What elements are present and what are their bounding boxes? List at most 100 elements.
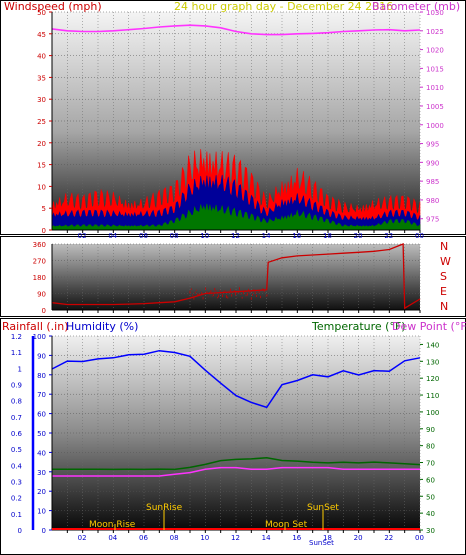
compass-w: W — [440, 255, 451, 268]
sunrise-label: SunRise — [146, 503, 183, 513]
x-tick-label: 00 — [415, 534, 424, 542]
temp-tick-label: 50 — [426, 493, 435, 501]
rain-tick-label: 1 — [18, 365, 22, 373]
wind-tick-label: 15 — [37, 162, 46, 170]
baro-tick-label: 980 — [426, 197, 439, 205]
rain-tick-label: 0.5 — [11, 446, 22, 454]
humidity-tick-label: 60 — [37, 411, 46, 419]
baro-tick-label: 995 — [426, 141, 439, 149]
direction-line — [51, 243, 421, 310]
x-tick-label: 22 — [384, 232, 393, 240]
dewpoint-line — [52, 466, 420, 477]
moonrise-label: Moon Rise — [89, 520, 136, 530]
x-tick-label: 20 — [354, 534, 363, 542]
temp-tick-label: 90 — [426, 426, 435, 434]
temp-tick-label: 40 — [426, 510, 435, 518]
wind-tick-label: 50 — [37, 9, 46, 17]
baro-tick-label: 990 — [426, 159, 439, 167]
windspeed-label: Windspeed (mph) — [4, 0, 102, 13]
temp-tick-label: 80 — [426, 443, 435, 451]
rain-tick-label: 0.7 — [11, 414, 22, 422]
rain-tick-label: 0.4 — [11, 462, 23, 470]
baro-tick-label: 1000 — [426, 122, 444, 130]
humidity-line — [51, 349, 421, 409]
sunset-label: SunSet — [307, 503, 339, 513]
x-tick-label: 06 — [139, 534, 148, 542]
baro-tick-label: 1015 — [426, 65, 444, 73]
humidity-tick-label: 90 — [37, 352, 46, 360]
rain-tick-label: 0.1 — [11, 511, 22, 519]
x-tick-label: 02 — [78, 232, 87, 240]
humidity-tick-label: 10 — [37, 508, 46, 516]
baro-tick-label: 1005 — [426, 103, 444, 111]
humidity-tick-label: 80 — [37, 372, 46, 380]
compass-n-top: N — [440, 240, 448, 253]
rain-tick-label: 0.6 — [11, 430, 23, 438]
dewpoint-label: Dew Point (°F) — [392, 320, 466, 333]
x-tick-label: 14 — [262, 534, 271, 542]
wind-gust-area — [51, 149, 421, 231]
temp-tick-label: 110 — [426, 392, 439, 400]
dir-tick-label: 180 — [33, 274, 46, 282]
temp-tick-label: 130 — [426, 358, 439, 366]
rainfall-label: Rainfall (.in) — [2, 320, 69, 333]
x-tick-label: 14 — [262, 232, 271, 240]
humidity-tick-label: 20 — [37, 488, 46, 496]
temp-tick-label: 60 — [426, 476, 435, 484]
barometer-label: Barometer (mb) — [372, 0, 460, 13]
x-tick-label: 06 — [139, 232, 148, 240]
dir-tick-label: 270 — [33, 258, 46, 266]
rain-tick-label: 0.8 — [11, 398, 22, 406]
humidity-tick-label: 50 — [37, 430, 46, 438]
baro-tick-label: 1025 — [426, 28, 444, 36]
x-tick-label: 16 — [292, 232, 301, 240]
wind-tick-label: 5 — [42, 205, 46, 213]
x-tick-label: 16 — [292, 534, 301, 542]
x-tick-label: 00 — [415, 232, 424, 240]
dir-tick-label: 360 — [33, 241, 46, 249]
wind-tick-label: 30 — [37, 96, 46, 104]
x-tick-label: 22 — [384, 534, 393, 542]
rain-tick-label: 1.1 — [11, 349, 22, 357]
baro-tick-label: 985 — [426, 178, 439, 186]
temperature-line — [51, 456, 421, 471]
wind-tick-label: 20 — [37, 140, 46, 148]
x-tick-label: 18 — [323, 534, 332, 542]
humidity-tick-label: 40 — [37, 449, 46, 457]
humidity-tick-label: 0 — [42, 527, 46, 535]
temp-tick-label: 30 — [426, 527, 435, 535]
compass-n-bottom: N — [440, 300, 448, 313]
x-tick-label: 02 — [78, 534, 87, 542]
x-tick-label: 10 — [200, 232, 209, 240]
baro-tick-label: 1030 — [426, 9, 444, 17]
wind-tick-label: 35 — [37, 74, 46, 82]
rain-tick-label: 0.3 — [11, 479, 22, 487]
wind-tick-label: 25 — [37, 118, 46, 126]
temp-tick-label: 70 — [426, 460, 435, 468]
humidity-label: Humidity (%) — [66, 320, 138, 333]
wind-tick-label: 10 — [37, 183, 46, 191]
sunset-axis-label: SunSet — [309, 539, 334, 547]
x-tick-label: 20 — [354, 232, 363, 240]
moonset-label: Moon Set — [265, 520, 308, 530]
humidity-tick-label: 30 — [37, 469, 46, 477]
rain-tick-label: 0.2 — [11, 495, 22, 503]
baro-tick-label: 1020 — [426, 47, 444, 55]
dir-tick-label: 90 — [37, 291, 46, 299]
x-tick-label: 04 — [108, 534, 117, 542]
wind-tick-label: 40 — [37, 53, 46, 61]
barometer-line — [51, 24, 421, 36]
temp-tick-label: 140 — [426, 341, 439, 349]
chart-title: 24 hour graph day - December 24 2016 — [174, 0, 393, 13]
wind-tick-label: 0 — [42, 227, 46, 235]
x-tick-label: 18 — [323, 232, 332, 240]
temp-tick-label: 120 — [426, 375, 439, 383]
wind-avg-area — [51, 203, 421, 231]
baro-tick-label: 975 — [426, 216, 439, 224]
humidity-tick-label: 100 — [33, 333, 46, 341]
dir-tick-label: 0 — [42, 307, 46, 315]
rain-tick-label: 1.2 — [11, 333, 22, 341]
baro-tick-label: 1010 — [426, 84, 444, 92]
humidity-tick-label: 70 — [37, 391, 46, 399]
